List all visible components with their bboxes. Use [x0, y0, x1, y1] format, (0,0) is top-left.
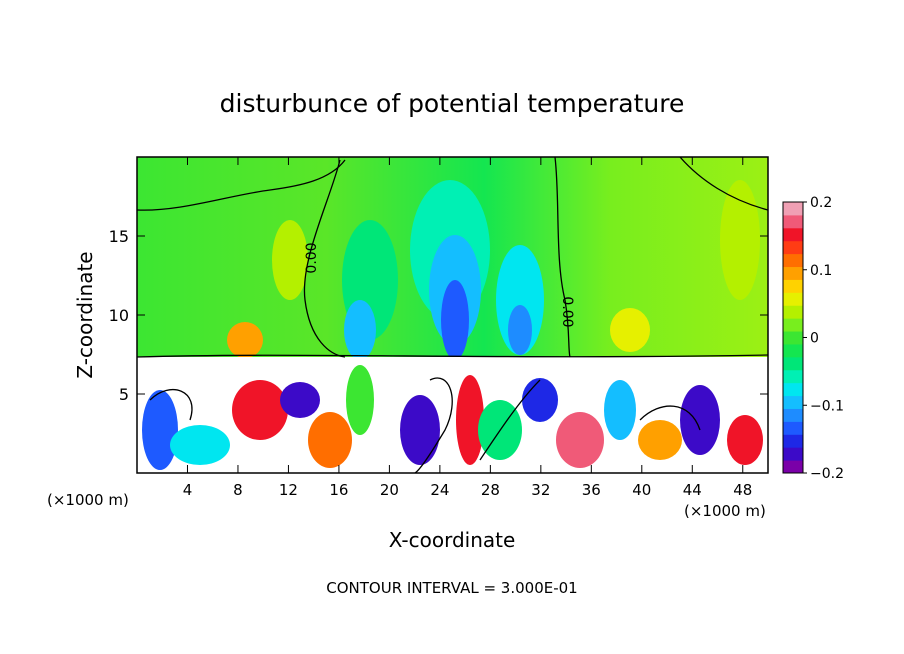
x-tick-label-4: 20 [380, 481, 399, 499]
x-axis-ticks: 4 8 12 16 20 24 28 32 36 40 44 48 [183, 157, 752, 499]
anomaly-warm-2 [610, 308, 650, 352]
colorbar-swatch-12 [783, 305, 803, 319]
anomaly-warm-1 [227, 322, 263, 358]
anomaly-warm-4 [720, 180, 760, 300]
chart-title: disturbunce of potential temperature [220, 89, 685, 118]
colorbar-swatch-18 [783, 227, 803, 242]
anomaly-cool-5 [344, 300, 376, 360]
x-tick-label-8: 36 [582, 481, 601, 499]
x-tick-label-1: 8 [233, 481, 243, 499]
x-axis-label: X-coordinate [389, 528, 516, 552]
colorbar-swatch-19 [783, 214, 803, 229]
anomaly-cool-6 [496, 245, 544, 355]
colorbar-swatch-14 [783, 279, 803, 293]
colorbar-swatch-5 [783, 395, 803, 409]
colorbar-swatch-6 [783, 382, 803, 397]
colorbar-swatch-4 [783, 408, 803, 422]
colorbar-swatch-3 [783, 421, 803, 435]
colorbar-label-4: −0.2 [810, 466, 844, 482]
colorbar-swatch-11 [783, 318, 803, 332]
x-tick-label-3: 16 [329, 481, 348, 499]
y-axis-label: Z-coordinate [73, 251, 97, 378]
colorbar-label-1: 0.1 [810, 263, 832, 279]
colorbar-swatch-13 [783, 292, 803, 306]
colorbar-swatch-20 [783, 202, 803, 216]
colorbar-swatch-16 [783, 253, 803, 268]
upper-anomalies [227, 180, 760, 360]
colorbar [783, 202, 803, 474]
y-tick-label-0: 5 [119, 385, 129, 404]
colorbar-swatch-1 [783, 447, 803, 461]
contour-interval: CONTOUR INTERVAL = 3.000E-01 [326, 579, 577, 597]
x-tick-label-10: 44 [683, 481, 702, 499]
x-tick-label-7: 32 [531, 481, 550, 499]
y-tick-label-1: 10 [109, 306, 129, 325]
x-tick-label-9: 40 [632, 481, 651, 499]
anomaly-cool-7 [508, 305, 532, 355]
contour-label-2: 0.00 [559, 296, 575, 327]
colorbar-swatch-8 [783, 356, 803, 371]
x-unit-right: (×1000 m) [684, 502, 766, 520]
colorbar-swatch-10 [783, 331, 803, 345]
anomaly-warm-3 [272, 220, 308, 300]
colorbar-frame [782, 201, 804, 474]
x-tick-label-11: 48 [733, 481, 752, 499]
y-axis-ticks: 5 10 15 [109, 227, 768, 404]
x-tick-label-0: 4 [183, 481, 193, 499]
contour-label-1: 0.00 [304, 242, 320, 273]
x-unit-left: (×1000 m) [47, 491, 129, 509]
colorbar-label-0: 0.2 [810, 195, 832, 211]
colorbar-swatch-2 [783, 434, 803, 448]
colorbar-tick-labels: 0.2 0.1 0 −0.1 −0.2 [803, 195, 844, 482]
x-tick-label-6: 28 [481, 481, 500, 499]
colorbar-swatch-17 [783, 240, 803, 255]
colorbar-label-2: 0 [810, 331, 819, 347]
colorbar-swatch-0 [783, 460, 803, 474]
colorbar-swatch-7 [783, 369, 803, 384]
colorbar-swatch-9 [783, 343, 803, 358]
colorbar-label-3: −0.1 [810, 398, 844, 414]
x-tick-label-5: 24 [430, 481, 449, 499]
y-tick-label-2: 15 [109, 227, 129, 246]
plot-area [137, 157, 768, 473]
colorbar-swatch-15 [783, 266, 803, 280]
anomaly-cool-3 [441, 280, 469, 360]
contour-lines [137, 157, 768, 473]
x-tick-label-2: 12 [279, 481, 298, 499]
